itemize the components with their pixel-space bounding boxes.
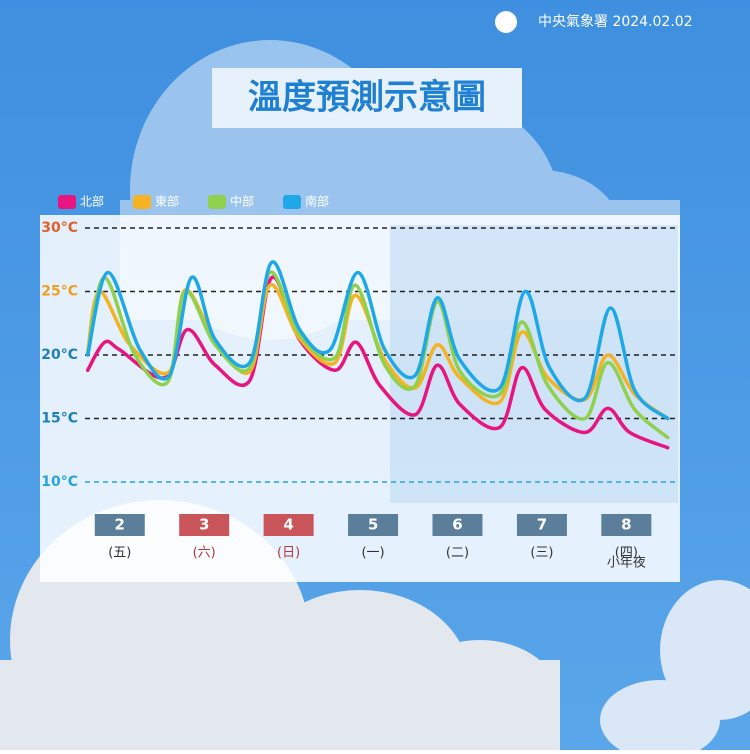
x-tick-label: 7 xyxy=(537,516,547,534)
annotation: 小年夜 xyxy=(607,556,646,571)
day-box xyxy=(179,514,230,536)
corner-cloud xyxy=(600,580,750,754)
weekday-label: (日) xyxy=(277,546,300,561)
legend-label: 北部 xyxy=(80,194,104,209)
x-tick-label: 4 xyxy=(283,516,293,534)
day-box xyxy=(348,514,399,536)
weekday-label: (五) xyxy=(108,546,131,561)
logo xyxy=(495,11,517,33)
weekday-label: (六) xyxy=(193,546,216,561)
legend-label: 中部 xyxy=(230,194,254,209)
day-box xyxy=(432,514,483,536)
x-tick-label: 6 xyxy=(452,516,462,534)
series-line xyxy=(85,275,670,450)
legend-label: 南部 xyxy=(305,194,329,209)
weekday-label: (四) xyxy=(615,546,638,561)
day-box xyxy=(94,514,145,536)
x-tick-label: 2 xyxy=(115,516,125,534)
y-tick-label: 20°C xyxy=(41,347,78,363)
y-tick-label: 25°C xyxy=(41,284,78,300)
legend-swatch xyxy=(133,195,151,209)
chart-title: 溫度預測示意圖 xyxy=(248,78,486,118)
forecast-shade xyxy=(390,225,678,503)
day-box xyxy=(601,514,652,536)
weekday-label: (一) xyxy=(361,546,384,561)
legend-label: 東部 xyxy=(155,194,179,209)
series-line xyxy=(85,260,670,421)
series-line xyxy=(85,270,670,440)
source: 中央氣象署 2024.02.02 xyxy=(538,14,693,30)
title-box xyxy=(212,68,522,128)
legend-swatch xyxy=(208,195,226,209)
x-tick-label: 8 xyxy=(621,516,631,534)
weekday-label: (二) xyxy=(446,546,469,561)
y-tick-label: 30°C xyxy=(41,220,78,236)
x-tick-label: 3 xyxy=(199,516,209,534)
y-tick-label: 10°C xyxy=(41,474,78,490)
day-box xyxy=(516,514,567,536)
weekday-label: (三) xyxy=(530,546,553,561)
legend-swatch xyxy=(283,195,301,209)
x-tick-label: 5 xyxy=(368,516,378,534)
legend-swatch xyxy=(58,195,76,209)
y-tick-label: 15°C xyxy=(41,411,78,427)
day-box xyxy=(263,514,314,536)
